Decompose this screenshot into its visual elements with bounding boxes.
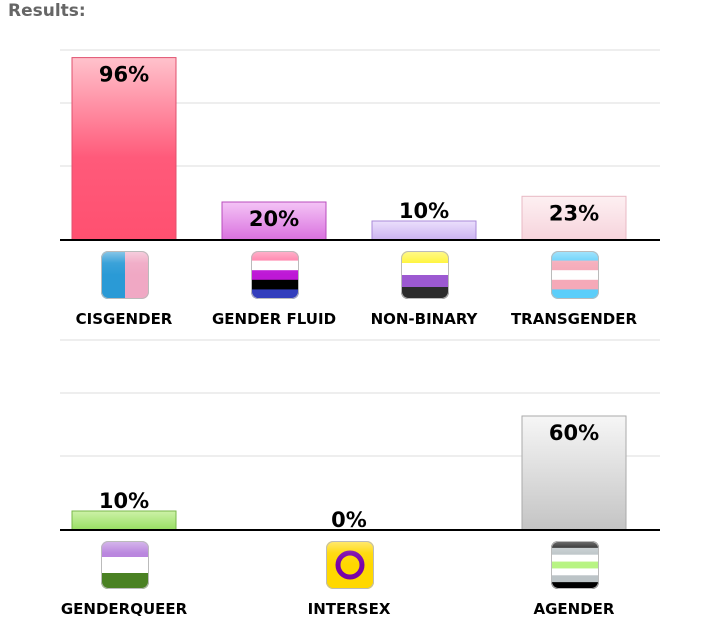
agender-flag-icon <box>551 541 599 589</box>
value-label-non-binary: 10% <box>399 199 449 223</box>
bar-agender <box>521 415 627 531</box>
category-label-genderqueer: GENDERQUEER <box>61 600 188 618</box>
value-label-intersex: 0% <box>331 508 367 532</box>
bar-genderqueer <box>71 510 177 531</box>
value-label-cisgender: 96% <box>99 63 149 87</box>
chart-panel-1: 96% CISGENDER 20% GENDER FLUID 10% NON-BINARY… <box>60 49 660 328</box>
bar-cisgender <box>71 57 177 241</box>
bar-gender-fluid <box>221 201 327 241</box>
value-label-transgender: 23% <box>549 201 599 225</box>
bar-non-binary <box>371 220 477 241</box>
intersex-flag-icon <box>326 541 374 589</box>
category-label-non-binary: NON-BINARY <box>371 310 479 328</box>
value-label-gender-fluid: 20% <box>249 207 299 231</box>
category-label-intersex: INTERSEX <box>308 600 391 618</box>
category-label-cisgender: CISGENDER <box>76 310 173 328</box>
category-label-agender: AGENDER <box>534 600 615 618</box>
category-label-gender-fluid: GENDER FLUID <box>212 310 336 328</box>
value-label-genderqueer: 10% <box>99 489 149 513</box>
chart-panel-2: 10% GENDERQUEER 0% INTERSEX 60% AGENDER <box>60 339 660 618</box>
results-label: Results: <box>8 1 86 21</box>
value-label-agender: 60% <box>549 421 599 445</box>
genderqueer-flag-icon <box>101 541 149 589</box>
bar-transgender <box>521 195 627 241</box>
non-binary-flag-icon <box>401 251 449 299</box>
gender-fluid-flag-icon <box>251 251 299 299</box>
transgender-flag-icon <box>551 251 599 299</box>
cisgender-flag-icon <box>101 251 149 299</box>
category-label-transgender: TRANSGENDER <box>511 310 638 328</box>
